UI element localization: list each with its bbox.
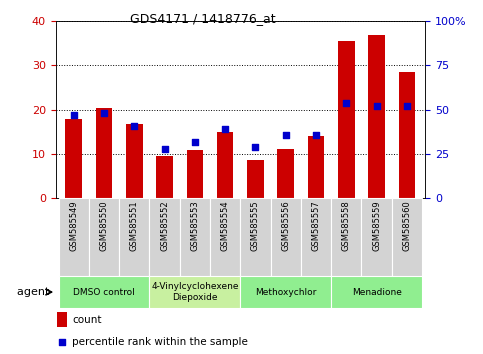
Text: GSM585552: GSM585552 [160,201,169,251]
Text: GSM585557: GSM585557 [312,201,321,251]
Bar [241,276,331,308]
Bar [308,136,325,198]
Point [282,132,290,137]
Bar [368,34,385,198]
Text: GSM585558: GSM585558 [342,201,351,251]
Bar [149,276,241,308]
Point [191,139,199,144]
Text: GSM585556: GSM585556 [281,201,290,251]
Bar [241,198,270,276]
Bar [149,198,180,276]
Text: GSM585549: GSM585549 [69,201,78,251]
Bar [126,124,142,198]
Bar [270,198,301,276]
Bar [277,149,294,198]
Bar [156,156,173,198]
Point [100,110,108,116]
Text: Methoxychlor: Methoxychlor [255,287,316,297]
Bar [247,160,264,198]
Bar [392,198,422,276]
Bar [119,198,149,276]
Text: 4-Vinylcyclohexene
Diepoxide: 4-Vinylcyclohexene Diepoxide [151,282,239,302]
Text: Menadione: Menadione [352,287,401,297]
Point [58,339,66,345]
Bar [331,198,361,276]
Text: GSM585551: GSM585551 [130,201,139,251]
Bar [58,276,149,308]
Text: GSM585553: GSM585553 [190,201,199,251]
Bar [180,198,210,276]
Bar [57,312,67,327]
Bar [65,119,82,198]
Point [342,100,350,105]
Text: GSM585560: GSM585560 [402,201,412,251]
Text: GSM585550: GSM585550 [99,201,109,251]
Text: percentile rank within the sample: percentile rank within the sample [72,337,248,347]
Bar [361,198,392,276]
Text: count: count [72,315,102,325]
Point [70,112,78,118]
Bar [301,198,331,276]
Bar [338,41,355,198]
Point [373,103,381,109]
Text: GDS4171 / 1418776_at: GDS4171 / 1418776_at [130,12,276,25]
Bar [217,132,233,198]
Bar [331,276,422,308]
Bar [58,198,89,276]
Text: DMSO control: DMSO control [73,287,135,297]
Bar [210,198,241,276]
Bar [96,108,113,198]
Bar [89,198,119,276]
Point [252,144,259,150]
Text: GSM585559: GSM585559 [372,201,381,251]
Point [221,126,229,132]
Point [130,123,138,129]
Point [161,146,169,152]
Text: agent: agent [17,287,53,297]
Text: GSM585555: GSM585555 [251,201,260,251]
Text: GSM585554: GSM585554 [221,201,229,251]
Bar [398,72,415,198]
Point [312,132,320,137]
Bar [186,149,203,198]
Point [403,103,411,109]
